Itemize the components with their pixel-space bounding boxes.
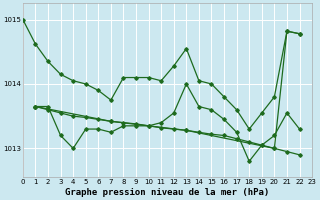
X-axis label: Graphe pression niveau de la mer (hPa): Graphe pression niveau de la mer (hPa) xyxy=(65,188,270,197)
